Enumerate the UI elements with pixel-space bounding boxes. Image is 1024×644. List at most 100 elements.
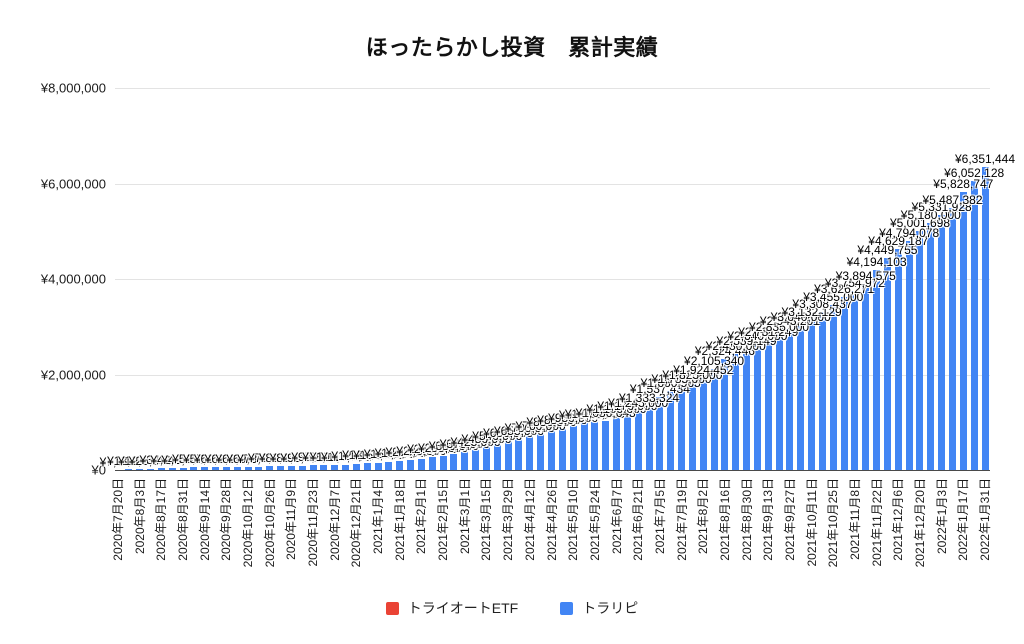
- bar-value-label: ¥34,000: [139, 453, 184, 468]
- bar-value-label: ¥98,000: [302, 450, 346, 465]
- bar-value-label: ¥830,000: [526, 415, 577, 430]
- bar: [948, 207, 956, 470]
- bar: [580, 423, 588, 470]
- x-tick-label: 2021年3月1日: [457, 478, 472, 555]
- bar: [515, 438, 523, 470]
- bar-value-label: ¥60,000: [193, 452, 238, 467]
- x-tick-label: 2021年10月25日: [826, 478, 841, 568]
- bar: [721, 359, 729, 470]
- bar-value-label: ¥83,000: [258, 451, 303, 466]
- bar-value-label: ¥240,000: [396, 443, 447, 458]
- x-tick-label: 2021年3月29日: [501, 478, 516, 561]
- x-tick-label: 2021年1月4日: [371, 478, 386, 555]
- gridline: [115, 183, 990, 185]
- bar-value-label: ¥705,000: [504, 421, 555, 436]
- bar: [818, 312, 826, 470]
- bar: [851, 290, 859, 470]
- bar-value-label: ¥48,000: [161, 452, 205, 467]
- bar: [743, 348, 751, 470]
- x-tick-label: 2021年4月12日: [522, 478, 537, 561]
- bar: [862, 284, 870, 470]
- bar-value-label: ¥655,000: [493, 423, 545, 438]
- x-tick-label: 2021年7月19日: [674, 478, 689, 561]
- bar-value-label: ¥1,010,000: [564, 406, 625, 421]
- bar-value-label: ¥1,100,000: [586, 402, 647, 417]
- bar: [613, 417, 621, 470]
- bar-value-label: ¥3,455,000: [803, 290, 864, 305]
- legend-swatch-triauto-etf: [385, 601, 399, 615]
- bar: [569, 425, 577, 470]
- x-tick-label: 2020年12月7日: [327, 478, 342, 561]
- x-tick-label: 2021年3月15日: [479, 478, 494, 561]
- legend-label-tralipi: トラリピ: [582, 600, 639, 616]
- bar-value-label: ¥600,000: [483, 426, 534, 441]
- bar: [428, 457, 436, 470]
- x-tick-label: 2021年1月18日: [392, 478, 407, 561]
- bar-value-label: ¥2,640,000: [727, 328, 788, 343]
- bar: [797, 324, 805, 470]
- bar: [873, 269, 881, 470]
- bar-value-label: ¥5,331,928: [911, 200, 972, 215]
- x-tick-label: 2021年4月26日: [544, 478, 559, 561]
- bar: [602, 420, 610, 470]
- bar-value-label: ¥1,170,000: [597, 399, 658, 414]
- bar: [645, 406, 653, 470]
- x-tick-label: 2020年11月23日: [306, 478, 321, 567]
- bar-value-label: ¥73,000: [237, 451, 281, 466]
- legend-label-triauto-etf: トライオートETF: [407, 600, 519, 616]
- y-tick-label: ¥2,000,000: [40, 367, 106, 382]
- bar: [894, 248, 902, 470]
- bar: [504, 441, 512, 470]
- bar-value-label: ¥42,000: [150, 452, 194, 467]
- bar: [699, 378, 707, 470]
- bar: [591, 421, 599, 470]
- legend-swatch-tralipi: [560, 601, 574, 615]
- bar-value-label: ¥880,000: [537, 412, 588, 427]
- bar-value-label: ¥122,000: [331, 449, 382, 464]
- bar: [407, 459, 415, 470]
- bar-value-label: ¥2,539,149: [716, 333, 777, 348]
- x-tick-label: 2021年2月1日: [414, 478, 429, 555]
- bar-value-label: ¥7,200: [99, 454, 137, 469]
- bar-value-label: ¥1,036,643: [575, 405, 636, 420]
- bar: [678, 387, 686, 470]
- bar-value-label: ¥26,000: [128, 453, 173, 468]
- bar-value-label: ¥3,308,437: [792, 297, 853, 312]
- bar-value-label: ¥110,000: [320, 449, 371, 464]
- bar: [266, 466, 274, 470]
- x-tick-label: 2020年8月31日: [176, 478, 191, 561]
- x-tick-label: 2021年9月13日: [761, 478, 776, 561]
- bar-value-label: ¥3,626,271: [814, 281, 875, 296]
- bar-value-label: ¥66,000: [215, 451, 259, 466]
- bar-value-label: ¥6,351,444: [954, 151, 1016, 166]
- bar: [710, 369, 718, 470]
- bar-value-label: ¥3,132,129: [781, 305, 842, 320]
- bar: [233, 466, 241, 470]
- bar: [753, 343, 761, 470]
- x-tick-label: 2020年8月3日: [132, 478, 147, 555]
- bar-value-label: ¥13,000: [107, 454, 151, 469]
- bar: [808, 320, 816, 470]
- x-tick-label: 2020年10月12日: [241, 478, 256, 568]
- bar: [374, 462, 382, 470]
- bar-value-label: ¥540,000: [472, 429, 523, 444]
- bar-value-label: ¥53,000: [172, 452, 216, 467]
- x-tick-label: 2021年8月16日: [717, 478, 732, 561]
- bar: [688, 382, 696, 470]
- bar-value-label: ¥190,000: [374, 445, 425, 460]
- x-tick-label: 2022年1月31日: [978, 478, 992, 561]
- bar: [320, 465, 328, 470]
- x-tick-label: 2021年5月10日: [566, 478, 581, 561]
- y-tick-label: ¥4,000,000: [40, 271, 106, 287]
- bar-value-label: ¥215,000: [385, 444, 436, 459]
- bar-value-label: ¥6,052,128: [944, 166, 1005, 180]
- bar: [244, 466, 252, 470]
- x-tick-label: 2021年11月22日: [869, 478, 884, 567]
- bar-value-label: ¥95,000: [291, 450, 335, 465]
- bar-value-label: ¥57,000: [182, 452, 227, 467]
- bar-value-label: ¥2,324,446: [694, 344, 755, 358]
- x-tick-label: 2021年5月24日: [587, 478, 602, 561]
- bar: [287, 465, 295, 470]
- x-tick-label: 2020年9月14日: [197, 478, 212, 561]
- bar-value-label: ¥930,000: [548, 410, 599, 425]
